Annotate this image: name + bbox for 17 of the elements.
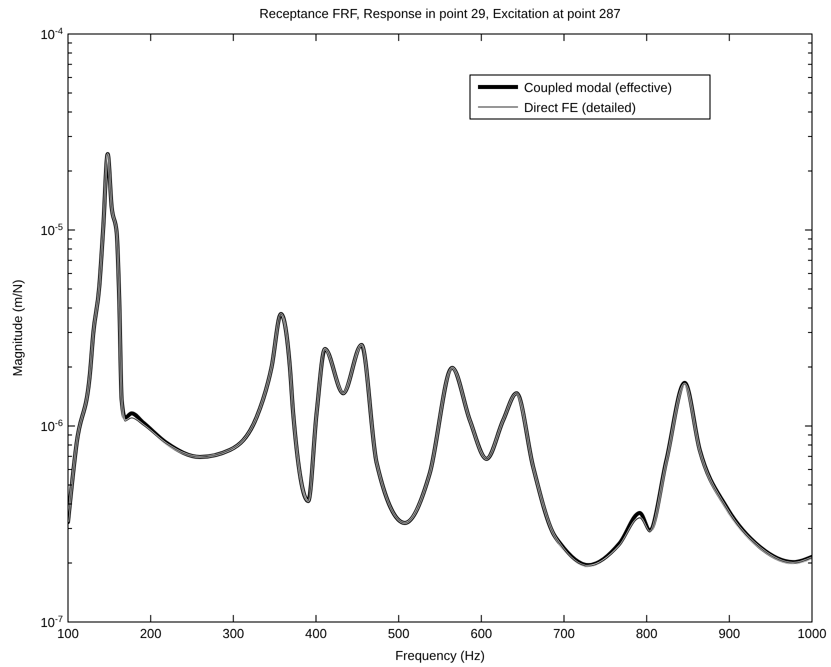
x-tick-label: 400 [305,626,327,641]
x-tick-label: 900 [718,626,740,641]
x-tick-label: 300 [222,626,244,641]
x-tick-label: 1000 [798,626,826,641]
x-tick-label: 800 [636,626,658,641]
chart-title: Receptance FRF, Response in point 29, Excitation at point 287 [259,6,621,21]
legend-label: Direct FE (detailed) [524,100,636,115]
x-axis-title: Frequency (Hz) [395,648,485,663]
x-tick-label: 600 [470,626,492,641]
y-tick-label: 10$^{-5}$ [40,222,63,238]
x-tick-label: 500 [388,626,410,641]
y-tick-label: 10$^{-4}$ [40,26,63,42]
y-axis-title: Magnitude (m/N) [10,280,25,376]
x-tick-label: 700 [553,626,575,641]
legend-label: Coupled modal (effective) [524,80,672,95]
y-tick-label: 10$^{-6}$ [40,418,63,434]
x-tick-label: 200 [140,626,162,641]
